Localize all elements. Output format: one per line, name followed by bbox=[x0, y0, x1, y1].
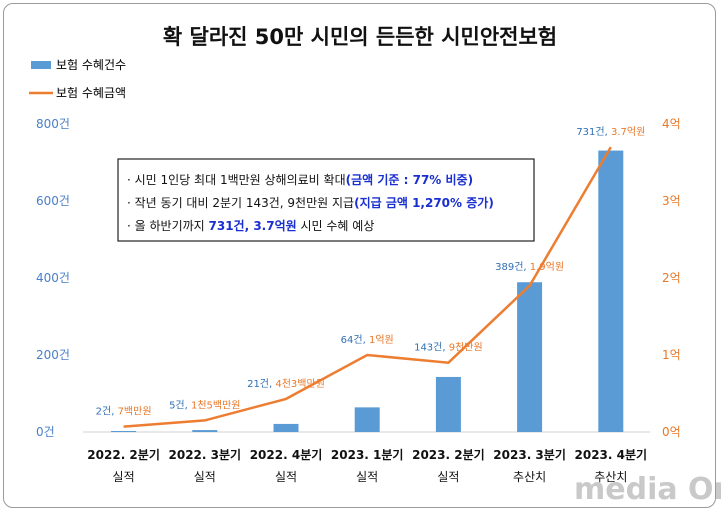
right-tick-label: 1억 bbox=[662, 348, 681, 362]
bar-series bbox=[111, 150, 624, 432]
line-value-label: 1억원 bbox=[369, 334, 394, 346]
watermark: media On bbox=[574, 472, 721, 507]
x-tick-label: 2022. 4분기 bbox=[250, 447, 323, 462]
x-tick-sublabel: 실적 bbox=[113, 470, 135, 484]
watermark-text: media On bbox=[574, 472, 721, 507]
data-labels: 2건, 7백만원 5건, 1천5백만원 21건, 4천3백만원 64건, 1억원 143… bbox=[96, 126, 646, 418]
line-value-label: 1천5백만원 bbox=[191, 399, 241, 411]
legend-bar-swatch bbox=[31, 61, 51, 69]
annotation-box: · 시민 1인당 최대 1백만원 상해의료비 확대(금액 기준 : 77% 비중… bbox=[117, 158, 535, 242]
annotation-border bbox=[117, 158, 535, 242]
line-value-label: 9천만원 bbox=[449, 342, 483, 354]
line-value-label: 4천3백만원 bbox=[275, 378, 325, 390]
legend-bar-label: 보험 수혜건수 bbox=[56, 58, 126, 72]
annotation-highlight: 731건, 3.7억원 bbox=[209, 218, 297, 233]
x-tick-label: 2023. 2분기 bbox=[412, 447, 485, 462]
annotation-text: · 작년 동기 대비 2분기 143건, 9천만원 지급 bbox=[127, 195, 354, 210]
annotation-text: · 올 하반기까지 bbox=[127, 219, 209, 233]
bar-value-label: 2건, bbox=[96, 406, 118, 418]
data-label: 5건, 1천5백만원 bbox=[169, 399, 240, 411]
bar-5 bbox=[435, 376, 461, 432]
chart-title: 확 달라진 50만 시민의 든든한 시민안전보험 bbox=[163, 25, 557, 49]
line-series bbox=[123, 146, 612, 428]
right-tick-label: 2억 bbox=[662, 271, 681, 285]
left-tick-label: 400건 bbox=[36, 271, 70, 285]
annotation-line: · 작년 동기 대비 2분기 143건, 9천만원 지급(지급 금액 1,270… bbox=[127, 195, 494, 210]
left-tick-label: 0건 bbox=[36, 425, 55, 439]
bar-1 bbox=[111, 431, 137, 432]
left-axis: 0건 200건 400건 600건 800건 bbox=[36, 117, 70, 439]
data-label: 21건, 4천3백만원 bbox=[247, 378, 325, 390]
bar-value-label: 21건, bbox=[247, 378, 275, 390]
x-tick-sublabel: 추산치 bbox=[594, 470, 627, 484]
bar-value-label: 64건, bbox=[341, 334, 369, 346]
line-value-label: 3.7억원 bbox=[611, 126, 645, 138]
line-value-label: 7백만원 bbox=[118, 406, 152, 418]
data-label: 389건, 1.9억원 bbox=[495, 261, 564, 273]
left-tick-label: 600건 bbox=[36, 194, 70, 208]
line-value-label: 1.9억원 bbox=[530, 261, 564, 273]
data-label: 731건, 3.7억원 bbox=[576, 126, 645, 138]
x-tick-label: 2023. 1분기 bbox=[331, 447, 404, 462]
right-tick-label: 0억 bbox=[662, 425, 681, 439]
x-tick-sublabel: 실적 bbox=[194, 470, 216, 484]
bar-value-label: 731건, bbox=[576, 126, 611, 138]
right-tick-label: 3억 bbox=[662, 194, 681, 208]
bar-value-label: 143건, bbox=[414, 342, 449, 354]
x-tick-label: 2023. 4분기 bbox=[575, 447, 648, 462]
annotation-highlight: (지급 금액 1,270% 증가) bbox=[354, 195, 494, 210]
data-label: 2건, 7백만원 bbox=[96, 406, 152, 418]
annotation-highlight: (금액 기준 : 77% 비중) bbox=[346, 172, 473, 187]
left-tick-label: 200건 bbox=[36, 348, 70, 362]
bar-3 bbox=[273, 423, 299, 432]
bar-4 bbox=[354, 407, 380, 432]
x-tick-label: 2023. 3분기 bbox=[493, 447, 566, 462]
x-tick-label: 2022. 3분기 bbox=[169, 447, 242, 462]
data-label: 143건, 9천만원 bbox=[414, 342, 483, 354]
right-axis: 0억 1억 2억 3억 4억 bbox=[662, 117, 681, 439]
bar-7 bbox=[598, 150, 624, 432]
x-tick-sublabel: 실적 bbox=[437, 470, 459, 484]
bar-2 bbox=[192, 430, 218, 432]
bar-6 bbox=[517, 282, 543, 432]
data-label: 64건, 1억원 bbox=[341, 334, 394, 346]
legend-line-label: 보험 수혜금액 bbox=[56, 86, 126, 100]
annotation-text: · 시민 1인당 최대 1백만원 상해의료비 확대 bbox=[127, 173, 346, 187]
annotation-line: · 올 하반기까지 731건, 3.7억원 시민 수혜 예상 bbox=[127, 218, 374, 233]
bar-value-label: 389건, bbox=[495, 261, 530, 273]
x-tick-label: 2022. 2분기 bbox=[87, 447, 160, 462]
x-tick-sublabel: 실적 bbox=[356, 470, 378, 484]
x-tick-sublabel: 실적 bbox=[275, 470, 297, 484]
legend: 보험 수혜건수 보험 수혜금액 bbox=[29, 58, 126, 100]
x-tick-sublabel: 추산치 bbox=[513, 470, 546, 484]
bar-value-label: 5건, bbox=[169, 399, 191, 411]
right-tick-label: 4억 bbox=[662, 117, 681, 131]
annotation-text: 시민 수혜 예상 bbox=[297, 219, 375, 233]
annotation-line: · 시민 1인당 최대 1백만원 상해의료비 확대(금액 기준 : 77% 비중… bbox=[127, 172, 473, 187]
left-tick-label: 800건 bbox=[36, 117, 70, 131]
